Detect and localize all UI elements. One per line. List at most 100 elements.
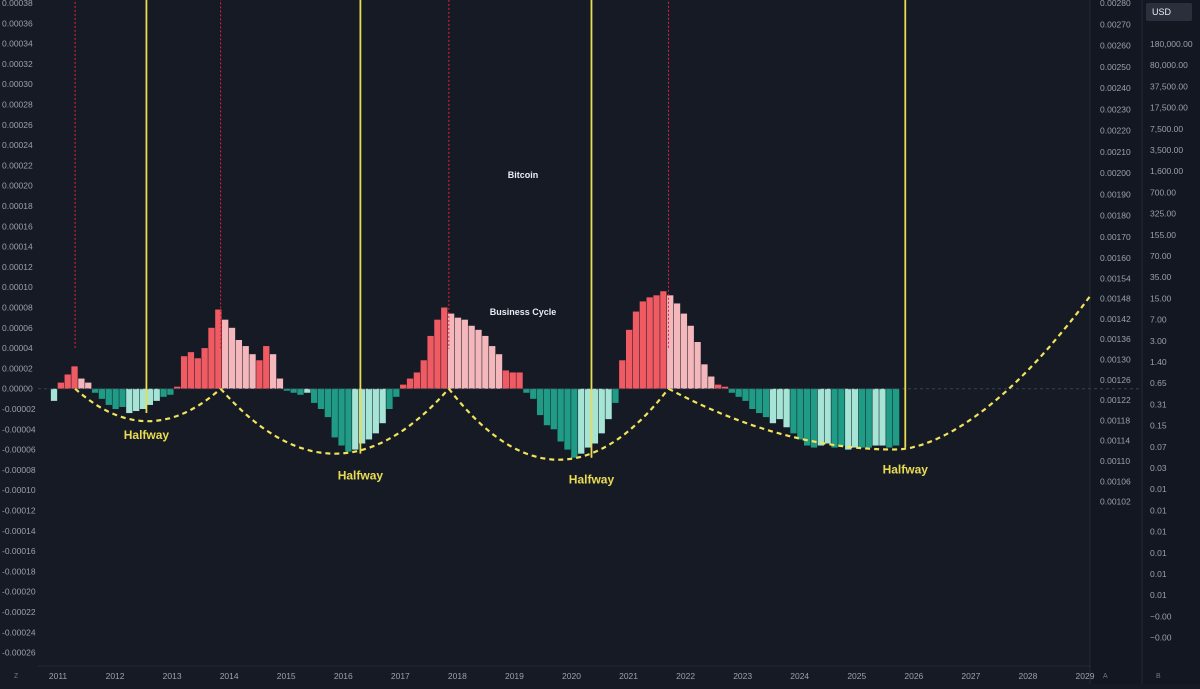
histogram-bar [667, 295, 674, 389]
histogram-bar [495, 354, 503, 389]
x-axis-tick: 2024 [790, 671, 809, 681]
x-axis-tick: 2018 [448, 671, 467, 681]
histogram-bar [790, 388, 797, 434]
top-markers [74, 0, 669, 349]
histogram-bar [50, 388, 58, 401]
right-inner-tick: 0.00230 [1100, 104, 1131, 114]
histogram-bar [180, 356, 188, 389]
right-price-tick: 155.00 [1150, 230, 1176, 240]
corner-label-a: A [1103, 673, 1108, 680]
right-price-tick: 0.01 [1150, 548, 1167, 558]
left-axis-tick: 0.00012 [2, 262, 33, 272]
histogram-bar [845, 388, 852, 450]
left-axis-tick: -0.00006 [2, 445, 36, 455]
histogram-bar [64, 374, 71, 389]
histogram-bar [468, 325, 475, 389]
right-price-tick: 0.01 [1150, 505, 1167, 515]
right-price-tick: 3.00 [1150, 336, 1167, 346]
halfway-label: Halfway [124, 428, 170, 442]
left-axis-tick: 0.00036 [2, 18, 33, 28]
histogram-bar [489, 346, 496, 389]
histogram-bar [886, 388, 893, 448]
histogram-bar [112, 388, 119, 409]
histogram-bar [749, 388, 756, 409]
histogram-bar [769, 388, 777, 424]
histogram-bar [105, 388, 112, 405]
x-axis: 2011 2012 2013 2014 2015 2016 2017 2018 2019 2020… [14, 671, 1161, 681]
histogram-bar [735, 388, 742, 397]
histogram-bar [331, 388, 338, 438]
histogram-bar [653, 295, 660, 389]
histogram-bar [612, 388, 619, 403]
right-price-tick: 7,500.00 [1150, 124, 1183, 134]
histogram-bar [475, 329, 482, 389]
right-inner-tick: 0.00126 [1100, 375, 1131, 385]
left-axis-tick: 0.00010 [2, 282, 33, 292]
x-axis-tick: 2020 [562, 671, 581, 681]
histogram-bar [153, 388, 160, 401]
histogram-bar [646, 297, 653, 389]
left-axis-tick: -0.00004 [2, 424, 36, 434]
histogram-bar [324, 388, 332, 418]
left-axis-tick: -0.00012 [2, 506, 36, 516]
histogram-bar [584, 388, 592, 448]
right-price-tick: 0.65 [1150, 378, 1167, 388]
histogram-bar [742, 388, 749, 401]
right-inner-tick: 0.00210 [1100, 147, 1131, 157]
histogram-bar [454, 317, 462, 389]
left-axis-tick: -0.00026 [2, 648, 36, 658]
histogram-bar [201, 348, 208, 389]
histogram-bar [824, 388, 831, 444]
right-price-tick: −0.00 [1150, 611, 1172, 621]
histogram-bar [304, 388, 311, 393]
cycle-arc [219, 387, 450, 455]
currency-badge[interactable]: USD [1146, 3, 1192, 21]
right-inner-tick: 0.00170 [1100, 232, 1131, 242]
x-axis-tick: 2012 [106, 671, 125, 681]
x-axis-tick: 2022 [676, 671, 695, 681]
annotation-labels: HalfwayHalfwayHalfwayHalfwayTopTopTopTop… [124, 170, 929, 487]
histogram-bar [379, 388, 386, 424]
right-inner-tick: 0.00220 [1100, 126, 1131, 136]
histogram-bar [85, 382, 92, 389]
histogram-bar [393, 388, 400, 397]
histogram-bar [762, 388, 770, 418]
right-price-tick: 7.00 [1150, 315, 1167, 325]
x-axis-tick: 2026 [904, 671, 923, 681]
right-price-tick: 700.00 [1150, 187, 1176, 197]
right-inner-tick: 0.00114 [1100, 436, 1130, 446]
histogram-bar [632, 311, 640, 389]
halfway-label: Halfway [883, 463, 929, 477]
corner-label-b: B [1156, 673, 1161, 680]
right-inner-tick: 0.00260 [1100, 41, 1131, 51]
right-price-tick: 0.31 [1150, 399, 1167, 409]
histogram-bar [783, 388, 790, 428]
histogram-bar [167, 388, 174, 395]
cycle-arc [447, 388, 670, 461]
histogram-bar [406, 378, 414, 389]
histogram-bar [365, 388, 373, 440]
histogram-bar [810, 388, 818, 448]
histogram-bar [598, 388, 605, 434]
histogram-bar [660, 291, 667, 389]
histogram-bar [133, 388, 140, 412]
right-inner-tick: 0.00270 [1100, 19, 1131, 29]
right-price-tick: 70.00 [1150, 251, 1172, 261]
histogram-bar [817, 388, 824, 446]
right-price-tick: 1,600.00 [1150, 166, 1183, 176]
corner-label-left: Z [14, 673, 19, 680]
x-axis-tick: 2015 [277, 671, 296, 681]
histogram-bar [639, 301, 646, 389]
histogram-bar [687, 325, 694, 389]
left-axis-tick: 0.00018 [2, 201, 33, 211]
histogram-bar [283, 388, 290, 391]
left-axis-tick: 0.00014 [2, 242, 33, 252]
histogram-bar [721, 386, 729, 389]
histogram-bar [536, 388, 544, 416]
x-axis-tick: 2028 [1018, 671, 1037, 681]
left-axis-tick: 0.00006 [2, 323, 33, 333]
histogram-bar [714, 384, 722, 389]
histogram-bar [235, 339, 243, 389]
right-price-tick: 3,500.00 [1150, 145, 1183, 155]
right-inner-tick: 0.00122 [1100, 395, 1131, 405]
